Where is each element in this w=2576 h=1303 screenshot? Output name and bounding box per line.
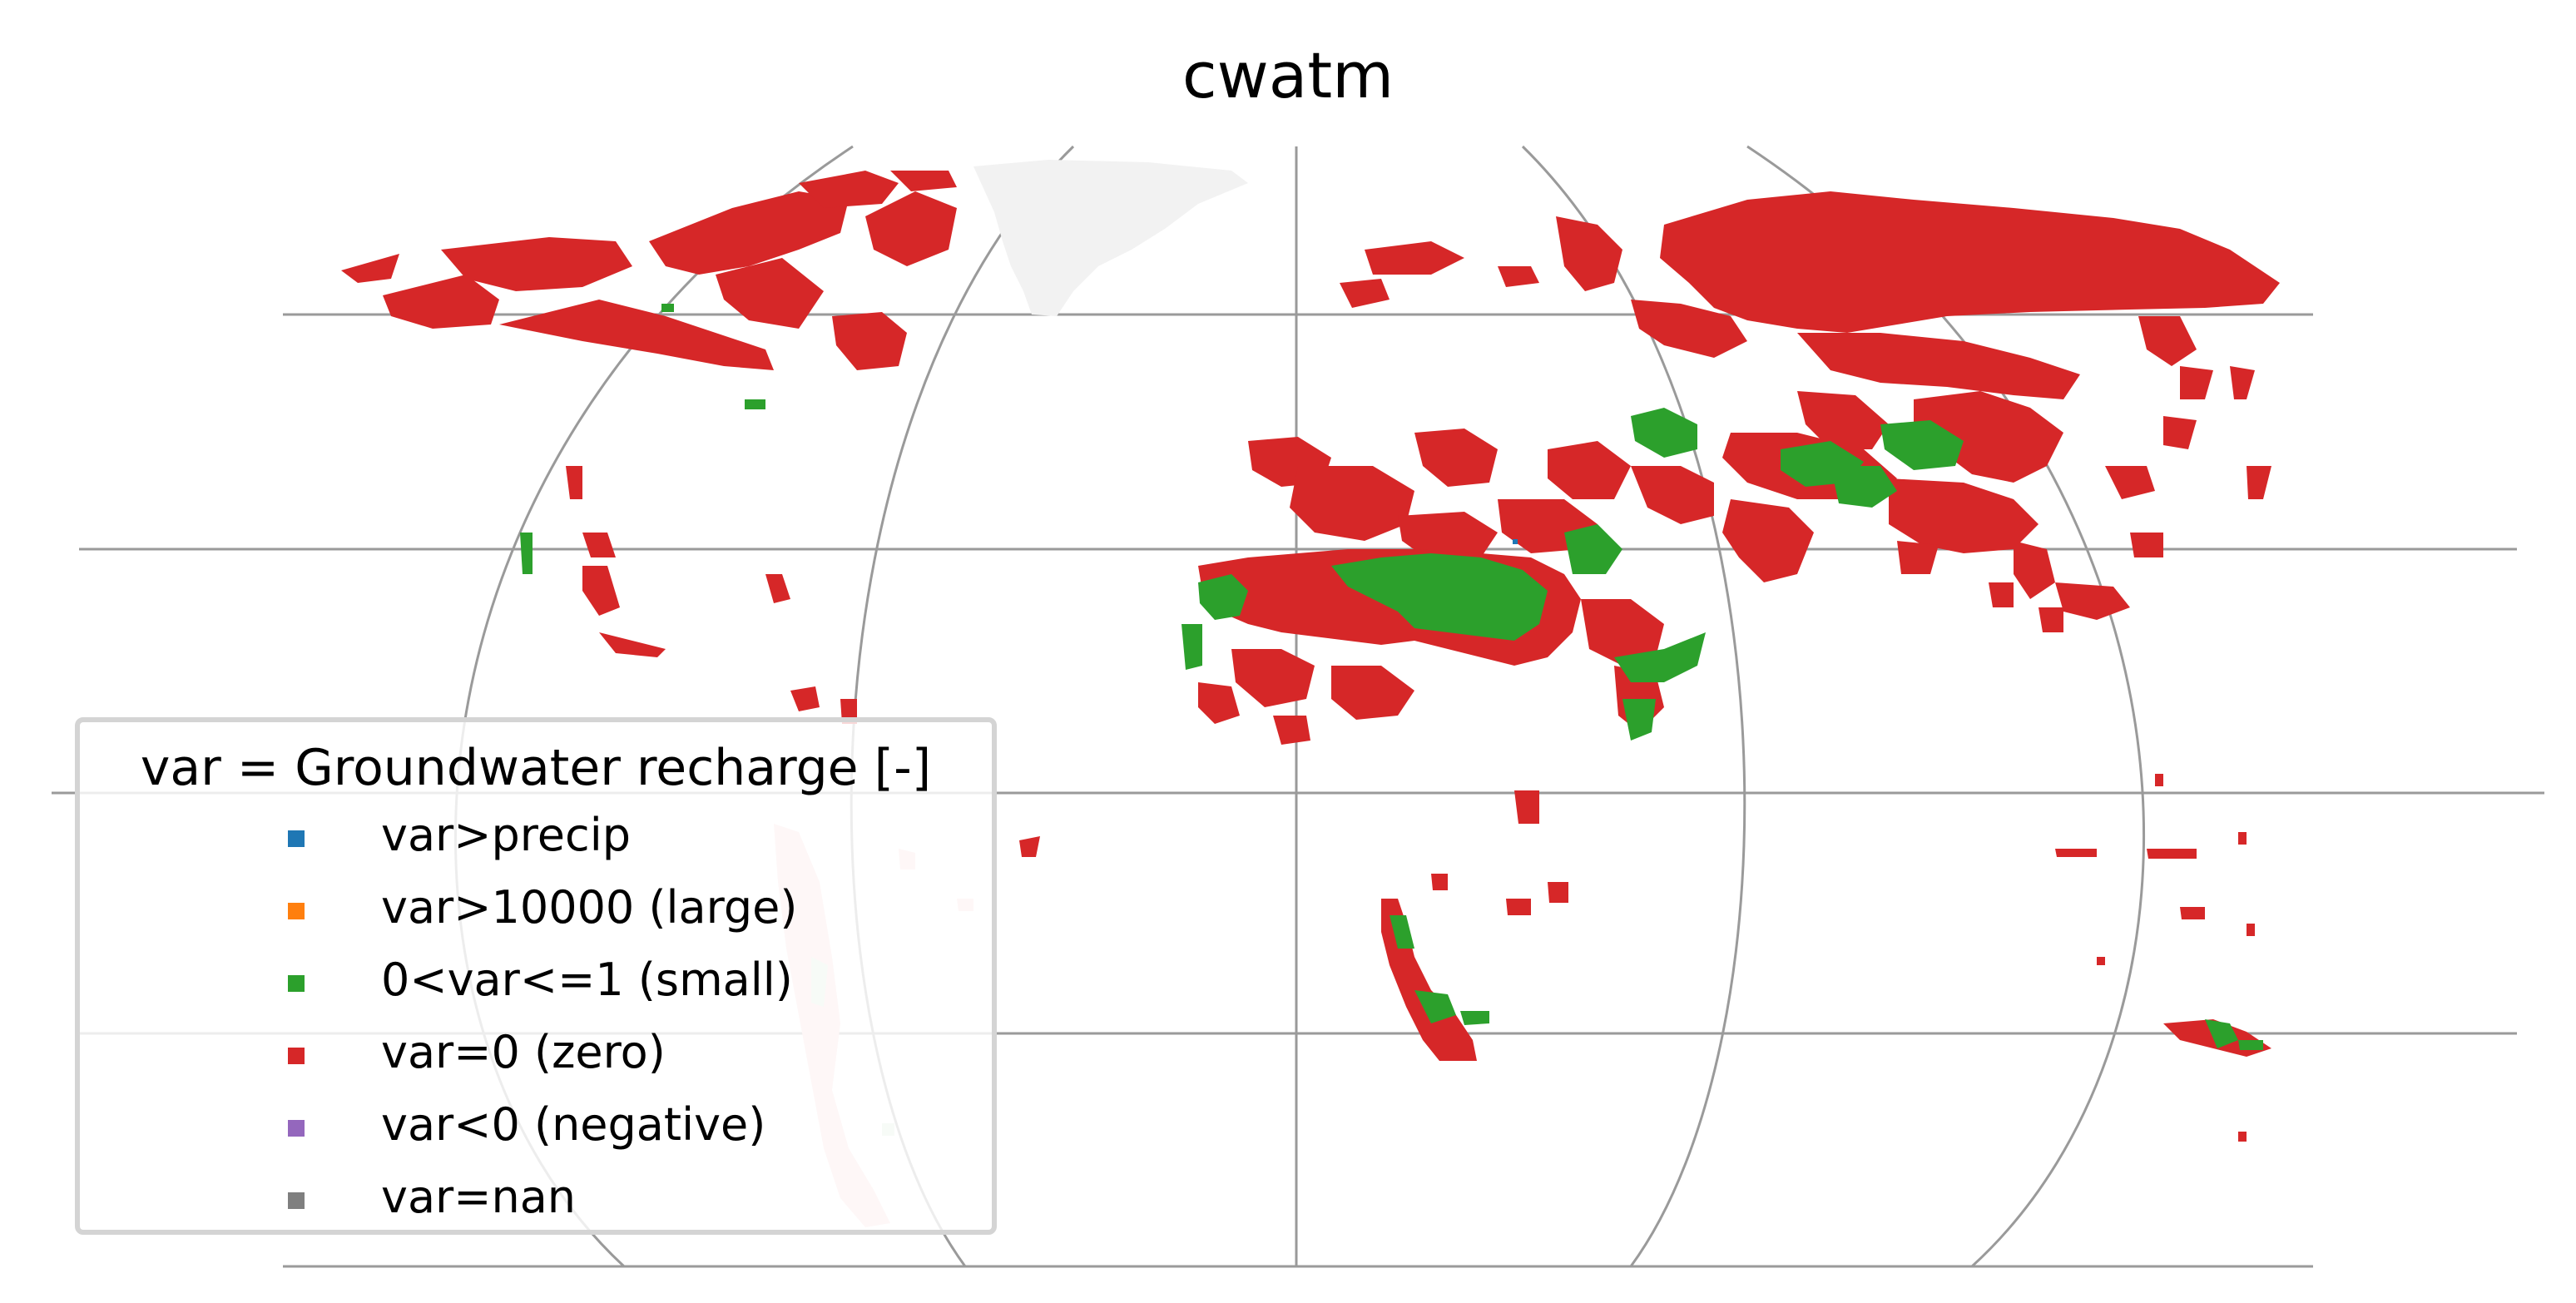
plot-title: cwatm: [1181, 38, 1395, 112]
legend-label: var>10000 (large): [381, 881, 798, 934]
north-america-zero: [341, 171, 1040, 857]
legend-marker: [288, 1192, 305, 1209]
legend-marker: [288, 975, 305, 992]
legend-marker: [288, 903, 305, 919]
oceania-zero: [2055, 774, 2271, 1142]
legend-item: var>10000 (large): [80, 878, 992, 944]
legend-label: var=0 (zero): [381, 1026, 666, 1078]
legend-marker: [288, 1120, 305, 1137]
legend-title: var = Groundwater recharge [-]: [140, 739, 932, 797]
oceania-small: [2205, 1019, 2263, 1050]
legend: var = Groundwater recharge [-] var>preci…: [75, 717, 997, 1235]
greenland-masked: [973, 160, 1248, 316]
precip-exceed-point: [1513, 539, 1518, 544]
legend-item: var<0 (negative): [80, 1095, 992, 1162]
legend-label: var=nan: [381, 1171, 577, 1223]
legend-marker: [288, 830, 305, 847]
legend-item: var=nan: [80, 1167, 992, 1234]
legend-label: var<0 (negative): [381, 1098, 766, 1151]
legend-label: 0<var<=1 (small): [381, 954, 793, 1006]
legend-item: var>precip: [80, 805, 992, 872]
north-america-small: [520, 304, 765, 574]
legend-label: var>precip: [381, 809, 631, 861]
africa-small: [1181, 408, 1964, 1025]
lon-line-e60: [1521, 145, 1746, 1267]
legend-marker: [288, 1048, 305, 1064]
legend-item: 0<var<=1 (small): [80, 950, 992, 1017]
legend-item: var=0 (zero): [80, 1023, 992, 1089]
eurasia-zero: [1248, 191, 2280, 632]
